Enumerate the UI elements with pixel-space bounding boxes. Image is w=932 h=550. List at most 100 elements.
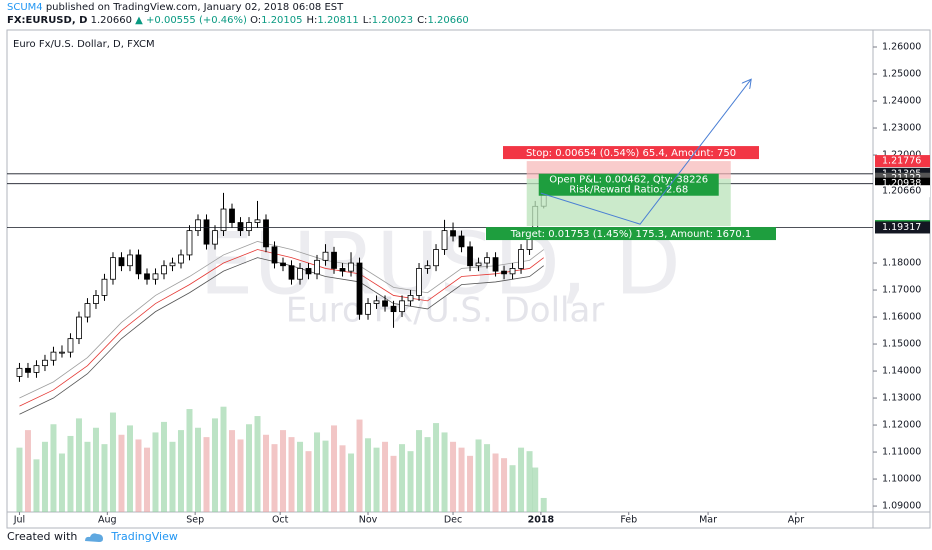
published: published on TradingView.com, January 02… xyxy=(45,2,344,13)
volume-bar xyxy=(237,439,244,512)
volume-bar xyxy=(194,427,201,512)
candle-body xyxy=(331,251,337,269)
rr-label: Risk/Reward Ratio: 2.68 xyxy=(569,185,688,196)
candle-body xyxy=(373,300,380,304)
ohlc-value: 1.20660 xyxy=(427,15,469,26)
candle-body xyxy=(263,219,269,248)
y-tick-label: 1.18000 xyxy=(882,258,921,269)
candle-body xyxy=(348,262,354,272)
volume-bar xyxy=(475,439,482,512)
volume-bar xyxy=(399,444,406,512)
x-tick-label: Feb xyxy=(620,515,637,526)
volume-bar xyxy=(390,455,397,512)
candle-body xyxy=(450,230,456,237)
quote-line: FX:EURUSD, D 1.20660 ▲ +0.00555 (+0.46%)… xyxy=(7,15,473,26)
forecast-arrow xyxy=(540,80,751,225)
candle-body xyxy=(271,246,278,264)
candle-body xyxy=(356,262,363,315)
footer: Created with TradingView xyxy=(7,530,178,543)
volume-bar xyxy=(169,441,176,512)
volume-bar xyxy=(433,423,440,512)
author[interactable]: SCUM4 xyxy=(7,2,43,13)
candle-body xyxy=(246,222,252,232)
volume-bar xyxy=(540,497,547,512)
volume-bar xyxy=(16,447,23,512)
candle-body xyxy=(16,367,23,377)
volume-bar xyxy=(280,430,287,512)
moving-average xyxy=(19,241,544,399)
candle-body xyxy=(50,351,57,361)
candle-body xyxy=(441,230,448,250)
candle-body xyxy=(229,208,235,223)
volume-bar xyxy=(118,434,125,512)
volume-bar xyxy=(356,419,363,512)
volume-bar xyxy=(441,432,448,512)
volume-bar xyxy=(152,432,159,512)
y-tick-label: 1.26000 xyxy=(882,42,921,53)
candle-body xyxy=(161,265,167,275)
volume-bar xyxy=(365,438,372,512)
candle-body xyxy=(212,230,218,245)
candle-body xyxy=(152,273,159,280)
candle-body xyxy=(424,265,431,269)
volume-bar xyxy=(143,447,150,512)
candle-body xyxy=(127,254,133,267)
chart-frame xyxy=(6,29,931,529)
price-label: 1.20938 xyxy=(882,178,921,189)
logo-cloud xyxy=(85,532,104,542)
y-tick-label: 1.14000 xyxy=(882,366,921,377)
volume-bar xyxy=(288,437,295,512)
chart: EURUSD, D Euro Fx/U.S. Dollar Euro Fx/U.… xyxy=(6,29,931,529)
candle-body xyxy=(144,273,150,280)
target-label-bg xyxy=(486,227,776,241)
candle-body xyxy=(484,257,490,264)
volume-bar xyxy=(41,441,48,512)
candle-body xyxy=(254,219,261,223)
ohlc-value: 1.20023 xyxy=(371,15,414,26)
price-label-bg xyxy=(875,155,930,168)
target-label: Target: 0.01753 (1.45%) 175.3, Amount: 1… xyxy=(510,229,752,240)
y-tick-label: 1.15000 xyxy=(882,339,921,350)
symbol: FX:EURUSD, D xyxy=(7,15,88,26)
volume-bar xyxy=(50,424,57,512)
x-tick-label: Oct xyxy=(272,515,289,526)
volume-bar xyxy=(177,430,184,512)
volume-bar xyxy=(305,451,312,512)
moving-average xyxy=(19,249,544,407)
volume-bar xyxy=(484,444,491,512)
candle-body xyxy=(518,249,524,269)
candle-body xyxy=(280,262,286,267)
candle-body xyxy=(169,262,176,267)
candle-body xyxy=(458,235,465,248)
price-label: 1.19317 xyxy=(882,222,921,233)
x-tick-label: Apr xyxy=(788,515,805,526)
candle-body xyxy=(203,219,210,245)
volume-bar xyxy=(203,437,210,512)
volume-bar xyxy=(211,418,218,512)
volume-bar xyxy=(109,412,116,512)
candle-body xyxy=(195,219,201,232)
candle-body xyxy=(467,246,473,267)
candle-body xyxy=(76,316,82,340)
volume-bar xyxy=(407,451,414,512)
candle-body xyxy=(42,359,48,367)
price-label-bg xyxy=(875,221,930,234)
volume-bar xyxy=(297,441,304,512)
brand[interactable]: TradingView xyxy=(111,530,178,543)
volume-bar xyxy=(526,451,533,512)
candle-body xyxy=(93,295,99,304)
created-with: Created with xyxy=(7,530,78,543)
candle-body xyxy=(237,222,244,232)
volume-bar xyxy=(186,409,193,512)
volume-bar xyxy=(509,465,516,512)
candle-body xyxy=(297,268,303,280)
volume-bar xyxy=(501,458,508,512)
candle-body xyxy=(382,300,388,307)
price-label-bg xyxy=(875,185,930,198)
candle-body xyxy=(118,257,125,267)
volume-bar xyxy=(58,453,65,512)
x-tick-label: 2018 xyxy=(528,515,555,526)
candle-body xyxy=(509,268,516,275)
candle-body xyxy=(407,295,414,302)
candle-body xyxy=(399,300,405,313)
